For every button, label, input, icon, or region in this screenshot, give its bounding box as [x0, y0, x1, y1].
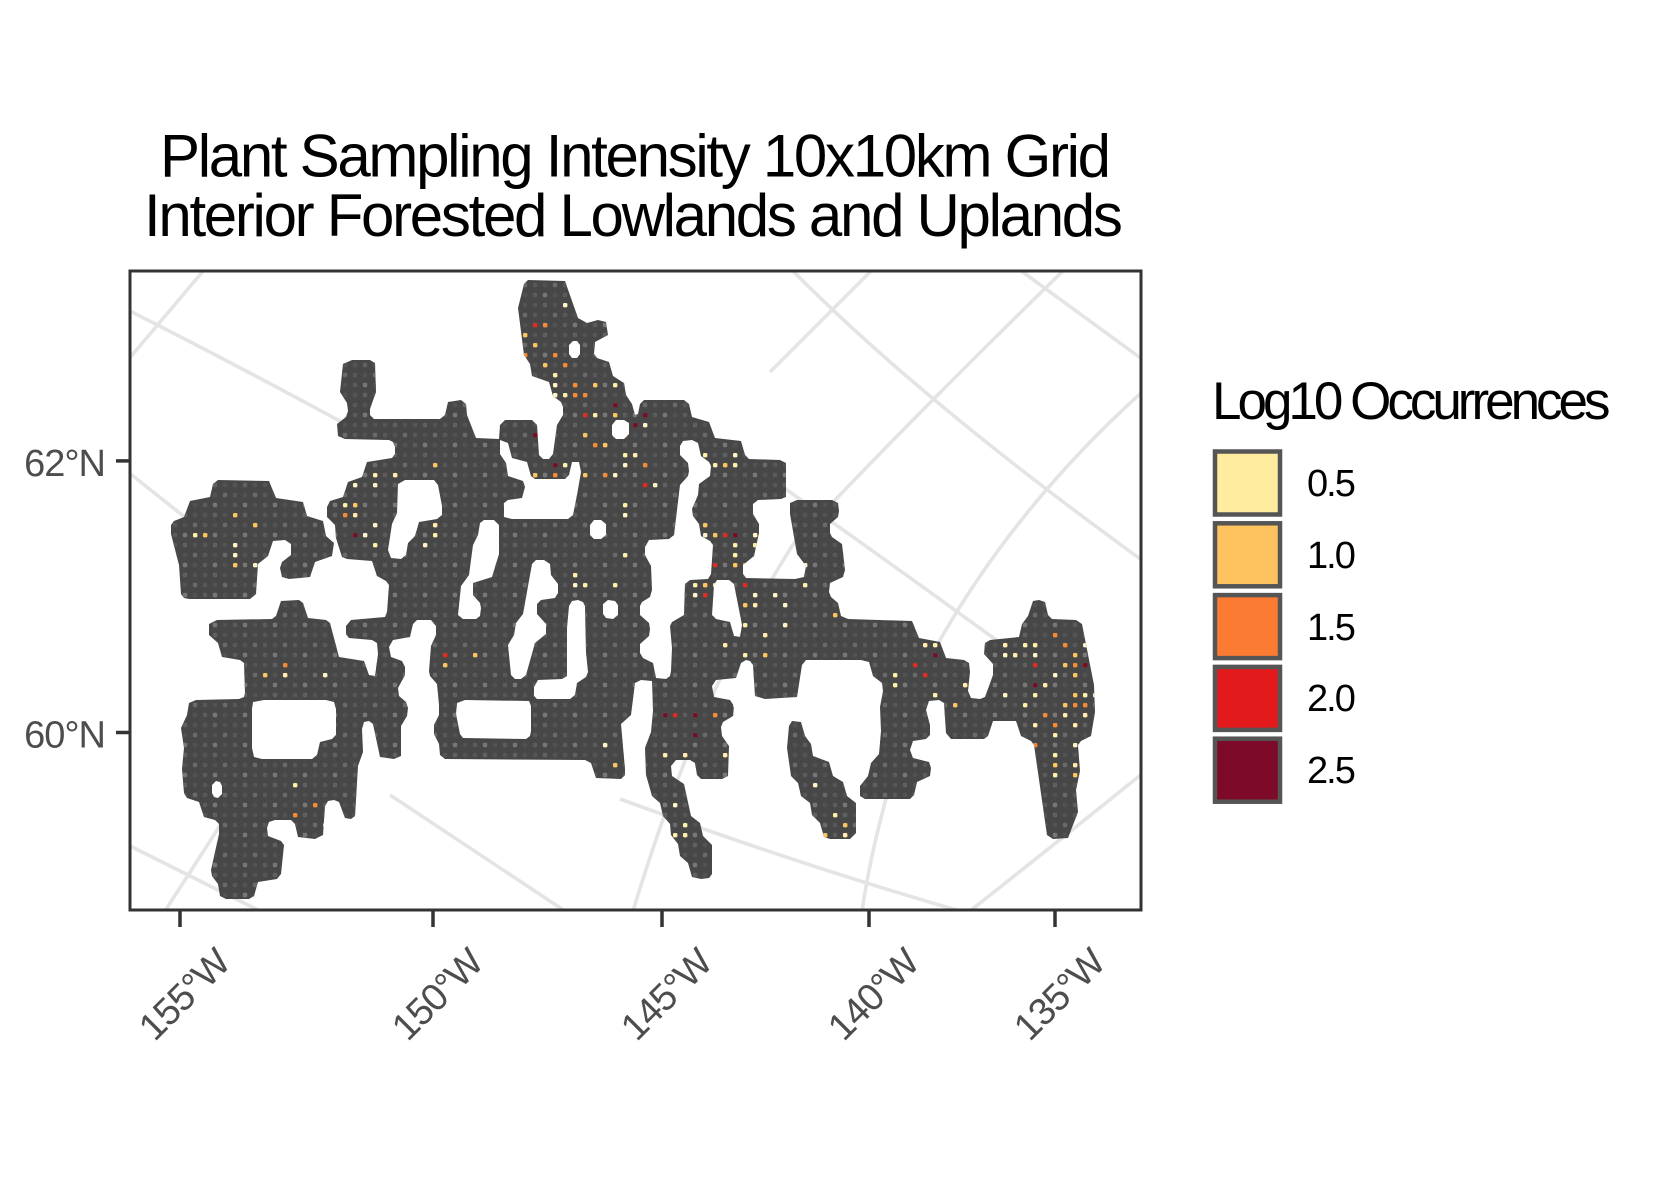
svg-text:1.5: 1.5 — [1307, 607, 1355, 649]
svg-text:1.0: 1.0 — [1307, 535, 1355, 577]
svg-text:Plant Sampling Intensity 10x10: Plant Sampling Intensity 10x10km Grid — [160, 123, 1109, 190]
svg-text:60°N: 60°N — [24, 715, 105, 757]
svg-text:2.5: 2.5 — [1307, 750, 1355, 792]
svg-text:0.5: 0.5 — [1307, 463, 1355, 505]
svg-text:62°N: 62°N — [24, 443, 105, 485]
svg-text:Interior Forested Lowlands and: Interior Forested Lowlands and Uplands — [144, 182, 1121, 249]
svg-text:Log10 Occurrences: Log10 Occurrences — [1212, 372, 1609, 431]
svg-text:2.0: 2.0 — [1307, 678, 1355, 720]
